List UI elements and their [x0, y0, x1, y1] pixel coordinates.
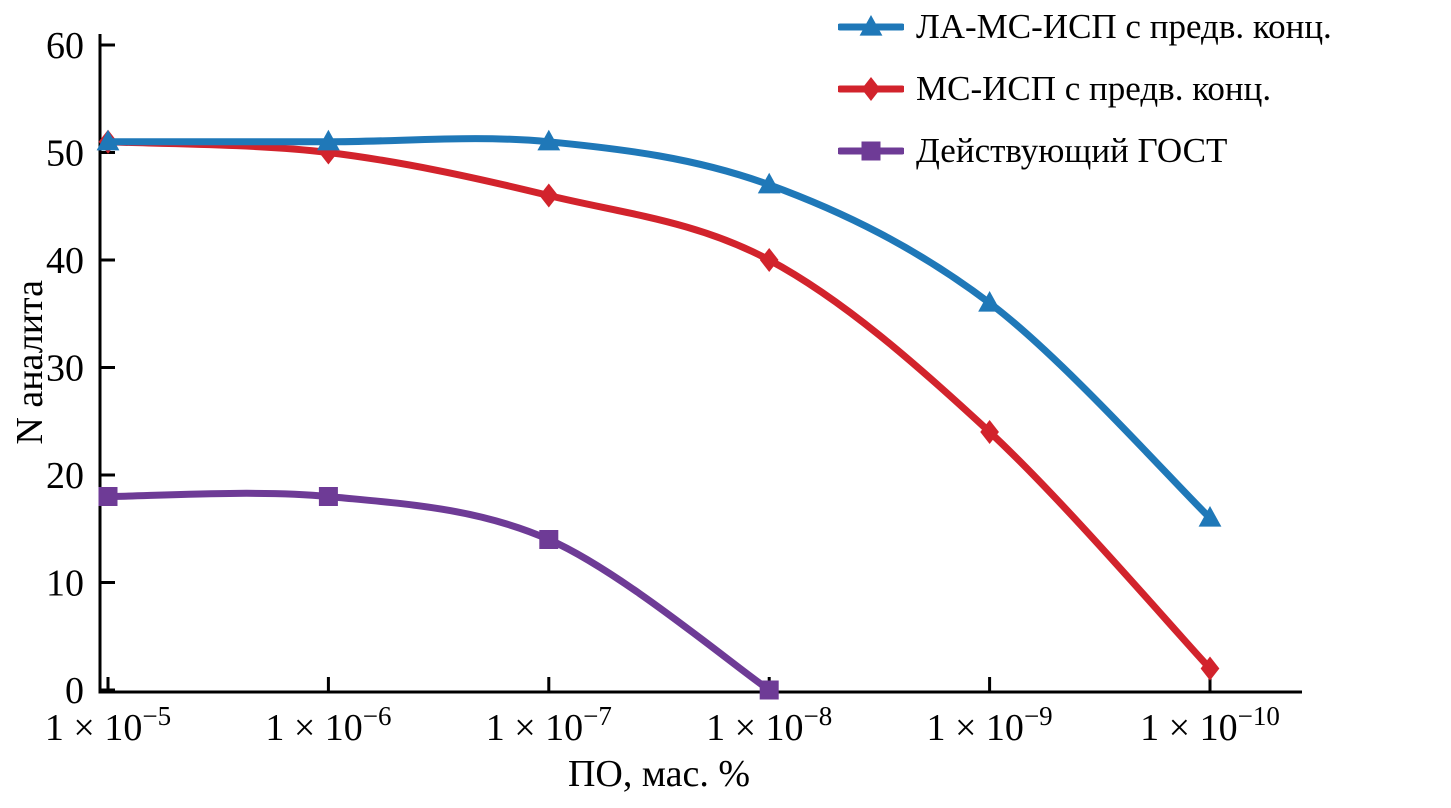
legend-item: МС-ИСП с предв. конц. [838, 64, 1332, 114]
marker-square [759, 680, 779, 700]
legend-marker-diamond-icon [838, 77, 904, 101]
y-tick-label: 10 [46, 563, 84, 605]
x-tick-label: 1 × 10−9 [927, 701, 1053, 749]
marker-square [861, 141, 881, 161]
x-tick-label: 1 × 10−8 [706, 701, 832, 749]
marker-triangle [317, 129, 340, 151]
marker-square [318, 487, 338, 506]
legend-item: Действующий ГОСТ [838, 126, 1332, 176]
series-line [104, 135, 1214, 522]
legend-label: Действующий ГОСТ [916, 131, 1228, 170]
series-line [104, 489, 773, 694]
y-tick-label: 0 [65, 670, 84, 712]
series-line [104, 138, 1214, 672]
marker-diamond [1200, 656, 1220, 681]
marker-triangle [978, 291, 1001, 312]
y-tick-label: 20 [46, 455, 84, 497]
legend: ЛА-МС-ИСП с предв. конц. МС-ИСП с предв.… [838, 2, 1332, 176]
marker-diamond [759, 248, 779, 272]
y-tick-label: 50 [46, 133, 84, 175]
legend-label: МС-ИСП с предв. конц. [916, 69, 1272, 108]
marker-triangle [1198, 506, 1222, 527]
legend-item: ЛА-МС-ИСП с предв. конц. [838, 2, 1332, 52]
marker-triangle [859, 15, 883, 36]
marker-square [539, 530, 559, 549]
y-axis-title: N аналита [9, 280, 51, 445]
marker-triangle [537, 129, 561, 151]
marker-diamond [539, 183, 559, 208]
legend-marker-square-icon [838, 141, 904, 161]
x-tick-label: 1 × 10−10 [1140, 701, 1280, 749]
x-tick-label: 1 × 10−6 [265, 701, 391, 749]
marker-square [98, 487, 118, 506]
marker-triangle [757, 172, 781, 194]
marker-diamond [980, 420, 999, 444]
y-tick-label: 60 [46, 25, 84, 67]
marker-triangle [96, 129, 120, 151]
y-tick-label: 40 [46, 240, 84, 282]
x-axis-title: ПО, мас. % [567, 753, 751, 795]
legend-marker-triangle-icon [838, 15, 904, 36]
y-tick-label: 30 [46, 348, 84, 390]
x-tick-label: 1 × 10−5 [45, 701, 171, 749]
legend-label: ЛА-МС-ИСП с предв. конц. [916, 7, 1332, 46]
x-tick-label: 1 × 10−7 [486, 701, 612, 749]
marker-diamond [861, 77, 881, 101]
